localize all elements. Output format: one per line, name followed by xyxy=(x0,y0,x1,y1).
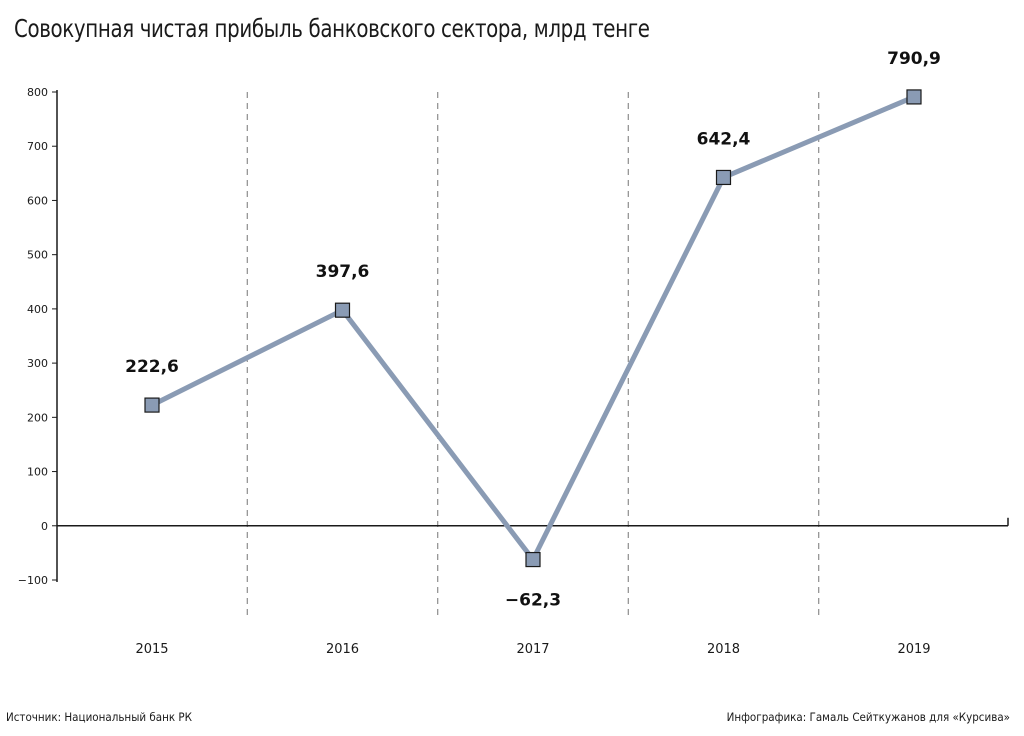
data-label: 397,6 xyxy=(316,262,370,282)
data-point-marker xyxy=(334,302,351,318)
data-label: 642,4 xyxy=(697,129,751,149)
y-tick-label: 0 xyxy=(41,520,48,533)
y-tick-labels: 800 700 600 500 400 300 200 100 0 −100 xyxy=(18,86,48,587)
x-tick-label: 2019 xyxy=(897,642,930,657)
source-note: Источник: Национальный банк РК xyxy=(6,710,192,724)
data-point-marker xyxy=(906,89,922,105)
y-tick-label: 100 xyxy=(27,466,48,479)
x-tick-label: 2016 xyxy=(326,642,359,657)
data-label: 222,6 xyxy=(125,357,179,377)
x-tick-label: 2015 xyxy=(135,642,168,657)
data-labels: 222,6 397,6 −62,3 642,4 790,9 xyxy=(125,49,941,611)
data-point-marker xyxy=(715,169,732,186)
series-line-path xyxy=(149,94,917,563)
data-label: 790,9 xyxy=(887,49,941,69)
series-markers xyxy=(144,89,922,568)
y-tick-label: 600 xyxy=(27,194,48,207)
y-tick-label: 500 xyxy=(27,249,48,262)
y-tick-label: 400 xyxy=(27,303,48,316)
x-tick-label: 2017 xyxy=(516,642,549,657)
grid-separators xyxy=(246,92,820,616)
y-tick-label: 200 xyxy=(27,411,48,424)
x-tick-label: 2018 xyxy=(707,642,740,657)
chart-title: Совокупная чистая прибыль банковского се… xyxy=(14,14,650,43)
y-tick-label: −100 xyxy=(18,574,48,587)
data-point-marker xyxy=(525,551,541,568)
y-tick-label: 300 xyxy=(27,357,48,370)
y-tick-label: 700 xyxy=(27,140,48,153)
y-tick-label: 800 xyxy=(27,86,48,99)
series-line xyxy=(149,94,917,563)
data-label: −62,3 xyxy=(505,591,561,611)
x-tick-labels: 2015 2016 2017 2018 2019 xyxy=(135,642,930,657)
credit-note: Инфографика: Гамаль Сейткужанов для «Кур… xyxy=(726,710,1010,724)
axes xyxy=(52,90,1009,582)
data-point-marker xyxy=(144,397,160,413)
